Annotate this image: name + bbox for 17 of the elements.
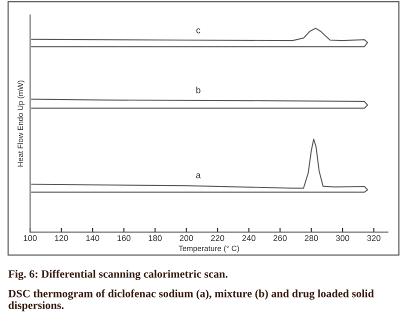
x-tick-label: 120 — [55, 235, 68, 242]
x-tick-label: 300 — [336, 235, 350, 242]
x-tick-label: 280 — [304, 235, 318, 242]
x-tick-label: 100 — [24, 235, 37, 242]
text: DSC thermogram of diclofenac sodium (a), mixture (b) and drug loaded solid dispersions. — [8, 289, 374, 312]
x-tick-label: 200 — [180, 235, 193, 242]
x-tick-label: 140 — [86, 235, 100, 242]
x-tick-label: 260 — [274, 235, 287, 242]
x-tick-label: 320 — [367, 235, 380, 242]
x-tick-label: 160 — [118, 235, 130, 242]
x-tick-label: 220 — [211, 235, 224, 242]
series-label: b — [196, 86, 200, 94]
series-label: c — [196, 28, 200, 34]
caption: Fig. 6: Differential scanning calorimetric scan. — [8, 270, 228, 280]
series-label: a — [196, 173, 201, 178]
x-tick-label: 180 — [148, 235, 162, 242]
x-tick-label: 240 — [242, 235, 256, 242]
